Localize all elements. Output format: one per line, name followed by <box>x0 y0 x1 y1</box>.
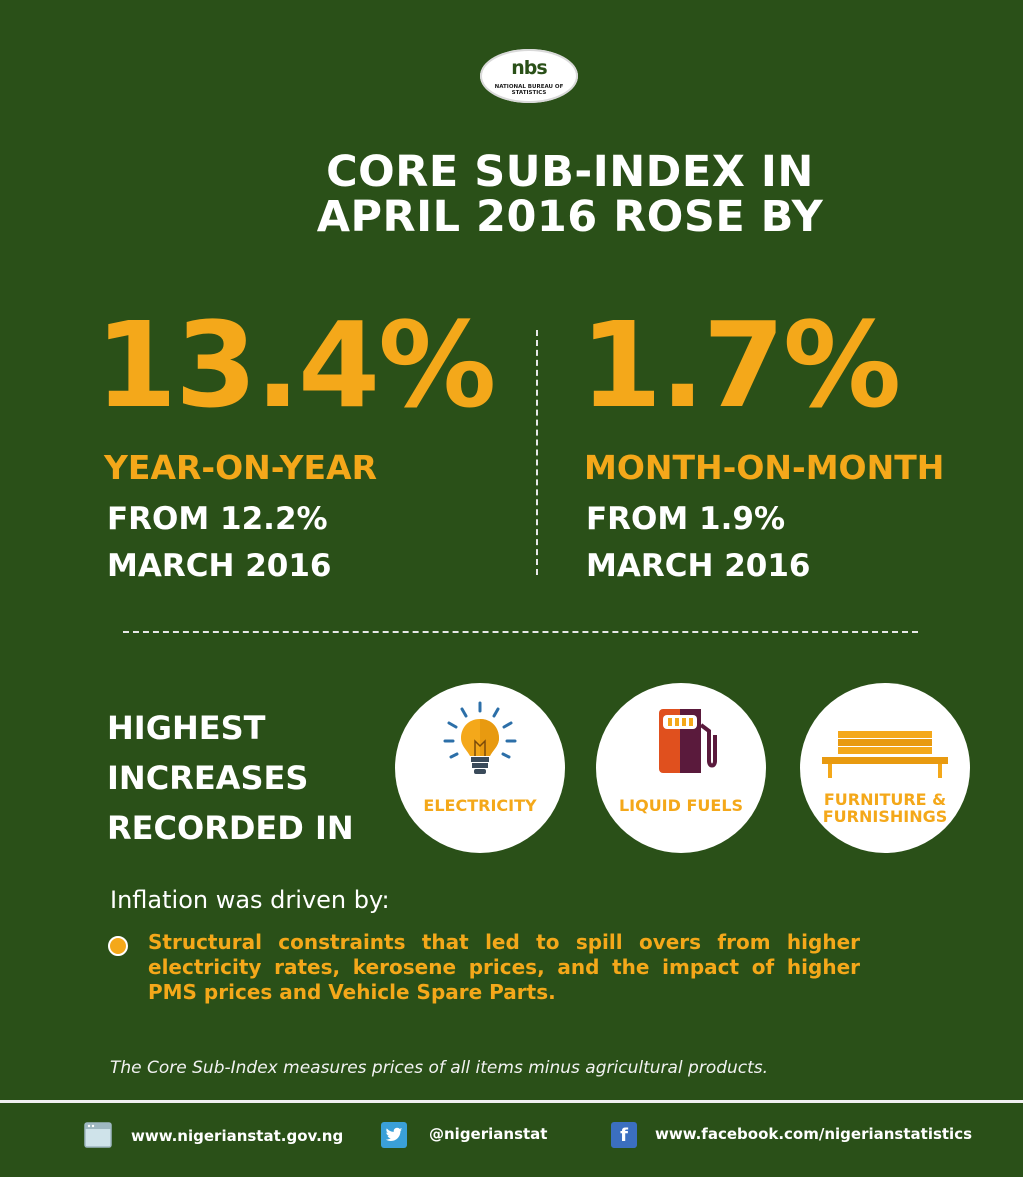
mom-label: MONTH-ON-MONTH <box>584 448 945 487</box>
facebook-icon: f <box>611 1122 637 1148</box>
logo-subtitle: NATIONAL BUREAU OF STATISTICS <box>494 84 564 96</box>
highest-line-3: RECORDED IN <box>107 809 354 847</box>
category-furniture: FURNITURE & FURNISHINGS <box>800 683 970 853</box>
mom-from: FROM 1.9% <box>586 501 786 537</box>
yoy-label: YEAR-ON-YEAR <box>104 448 377 487</box>
highest-increases-heading: HIGHEST INCREASES RECORDED IN <box>107 703 377 853</box>
nbs-logo: nbs NATIONAL BUREAU OF STATISTICS <box>480 49 578 103</box>
logo-mark: nbs <box>511 57 547 79</box>
footer-divider <box>0 1100 1023 1103</box>
vertical-divider <box>536 330 538 575</box>
drivers-bullet-text: Structural constraints that led to spill… <box>148 930 860 1004</box>
website-icon <box>84 1122 112 1152</box>
category-label-furniture-line-2: FURNISHINGS <box>822 807 948 826</box>
mom-value: 1.7% <box>580 296 901 434</box>
bullet-icon <box>108 936 128 956</box>
category-electricity: ELECTRICITY <box>395 683 565 853</box>
yoy-value: 13.4% <box>95 296 496 434</box>
category-label-liquid-fuels: LIQUID FUELS <box>618 796 744 815</box>
lightbulb-icon <box>443 701 517 774</box>
highest-line-1: HIGHEST <box>107 709 266 747</box>
mom-period: MARCH 2016 <box>586 548 811 584</box>
category-label-furniture: FURNITURE & FURNISHINGS <box>800 791 970 825</box>
category-label-electricity: ELECTRICITY <box>423 796 537 815</box>
twitter-icon <box>381 1122 407 1148</box>
page-title: CORE SUB-INDEX IN APRIL 2016 ROSE BY <box>300 150 840 240</box>
yoy-period: MARCH 2016 <box>107 548 332 584</box>
highest-line-2: INCREASES <box>107 759 309 797</box>
title-line-1: CORE SUB-INDEX IN <box>326 147 814 197</box>
fuel-pump-icon <box>659 709 717 773</box>
yoy-from: FROM 12.2% <box>107 501 328 537</box>
category-liquid-fuels: LIQUID FUELS <box>596 683 766 853</box>
drivers-heading: Inflation was driven by: <box>110 886 390 914</box>
footnote: The Core Sub-Index measures prices of al… <box>110 1058 769 1078</box>
footer-twitter[interactable]: @nigerianstat <box>429 1125 548 1143</box>
category-label-furniture-line-1: FURNITURE & <box>823 790 947 809</box>
footer-facebook[interactable]: www.facebook.com/nigerianstatistics <box>655 1125 973 1143</box>
bench-icon <box>822 731 948 778</box>
title-line-2: APRIL 2016 ROSE BY <box>316 192 824 242</box>
footer-website[interactable]: www.nigerianstat.gov.ng <box>131 1127 344 1145</box>
horizontal-divider <box>123 631 918 633</box>
